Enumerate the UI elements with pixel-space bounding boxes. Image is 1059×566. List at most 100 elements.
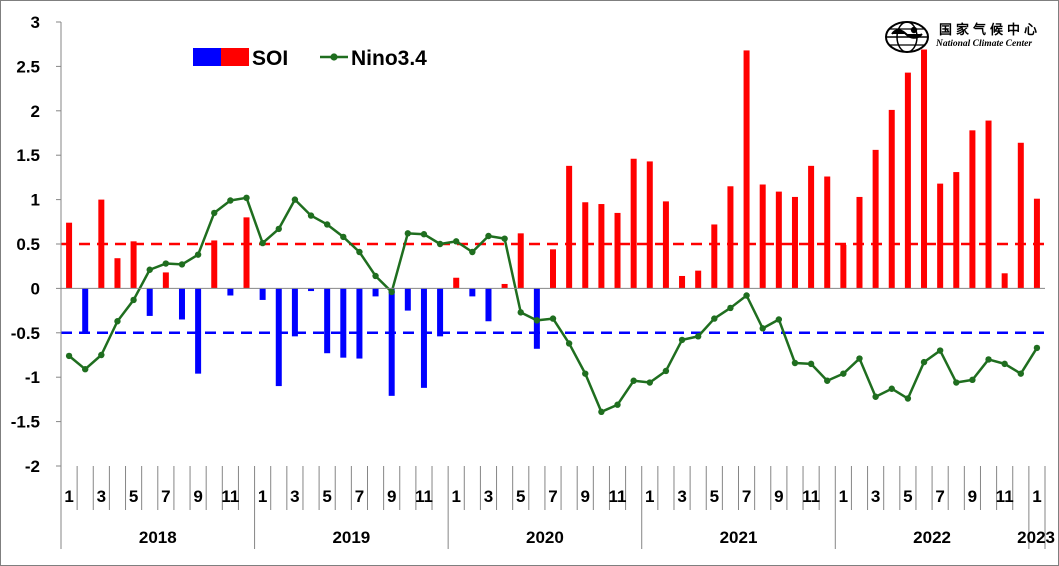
soi-bar [66,222,73,289]
soi-bar [824,176,831,289]
soi-bar [775,191,782,289]
soi-bar [630,158,637,289]
nino34-point [888,385,895,392]
x-tick-label: 5 [322,487,331,506]
soi-bar [517,233,524,289]
nino34-point [662,367,670,375]
nino34-point [807,360,815,368]
x-tick-label: 7 [742,487,751,506]
nino34-point [743,292,750,299]
nino34-point [630,377,637,384]
nino34-point [727,304,734,312]
x-tick-label: 1 [64,487,73,506]
soi-bar [743,50,750,289]
soi-bar [840,244,847,289]
nino34-point [565,340,573,347]
x-tick-label: 11 [415,487,433,506]
nino34-point [694,333,702,340]
soi-bar [227,288,234,296]
soi-bar [114,258,121,289]
y-tick-label: -0.5 [11,324,40,343]
nino34-point [469,248,476,256]
nino34-point [1033,344,1041,352]
y-tick-label: 0.5 [16,235,40,254]
soi-bars [66,49,1040,396]
x-tick-label: 11 [221,487,239,506]
nino34-point [259,239,266,247]
soi-bar [614,212,621,289]
nino34-point [936,347,944,354]
x-tick-label: 7 [548,487,557,506]
logo-chinese-text: 国家气候中心 [939,23,1042,38]
soi-bar [969,130,976,289]
soi-bar [582,202,589,289]
y-tick-label: 1.5 [16,146,40,165]
soi-bar [356,288,363,359]
y-tick-label: 2.5 [16,57,40,76]
year-labels: 2018 2019 2020 2021 2022 2023 [139,528,1055,547]
x-tick-label: 3 [290,487,299,506]
soi-bar [130,241,137,289]
x-tick-label: 9 [581,487,590,506]
nino34-point [582,370,589,377]
nino34-point [436,240,444,248]
globe-emblem-icon [885,21,929,53]
ncc-logo: 国家气候中心 National Climate Center [884,17,1049,57]
soi-bar [1001,273,1008,289]
legend-soi-positive-swatch [221,48,249,66]
nino34-point [678,336,686,344]
soi-bar [759,184,766,289]
x-tick-label: 7 [935,487,944,506]
nino34-point [711,315,718,322]
y-tick-label: -2 [25,457,40,476]
soi-bar [195,288,202,374]
nino34-point [340,233,347,241]
y-tick-label: 1 [31,191,40,210]
nino34-point [130,296,137,304]
soi-bar [985,120,992,289]
logo-english-text: National Climate Center [936,39,1033,49]
nino34-point [517,309,524,316]
nino34-point [775,316,783,323]
soi-bar [937,183,944,289]
soi-bar [953,172,960,289]
soi-bar [388,288,395,396]
soi-bar [259,288,266,300]
year-label: 2020 [526,528,564,547]
x-tick-label: 7 [355,487,364,506]
x-axis-tick-labels: 1 3 5 7 9 11 1 3 5 7 9 11 1 3 5 7 9 11 1 3 5 7 9 11 1 3 5 7 9 11 1 [64,487,1041,506]
soi-bar [566,165,573,289]
soi-bar [372,288,379,297]
x-tick-label: 9 [193,487,202,506]
nino34-point [485,232,492,240]
soi-bar [211,240,218,289]
x-tick-label: 1 [1032,487,1041,506]
nino34-point [323,221,331,228]
soi-bar [791,196,798,289]
soi-bar [340,288,347,358]
year-label: 2018 [139,528,177,547]
soi-bar [888,109,895,289]
nino34-point [549,315,557,322]
soi-bar [695,270,702,289]
nino34-point [598,408,605,416]
x-tick-label: 1 [839,487,848,506]
nino34-point [1001,360,1008,368]
y-tick-label: 3 [31,13,40,32]
year-label: 2019 [332,528,370,547]
soi-bar [485,288,492,322]
soi-bar [437,288,444,337]
soi-bar [82,288,89,334]
soi-bar [856,196,863,289]
nino34-point [178,261,186,268]
nino34-point [291,196,299,203]
legend-nino-marker [330,53,338,61]
soi-bar [646,161,653,289]
year-label: 2023 [1017,528,1055,547]
legend: SOI Nino3.4 [193,47,427,70]
soi-bar [275,288,282,387]
nino34-point [856,355,863,362]
soi-bar [178,288,185,320]
nino34-point [501,235,508,242]
